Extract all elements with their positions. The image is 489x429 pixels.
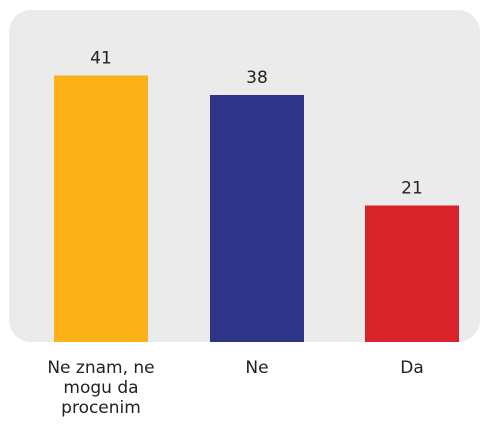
category-label-1: Ne znam, ne mogu da procenim <box>47 358 154 418</box>
category-label-line: Da <box>400 358 424 378</box>
category-label-line: Ne znam, ne <box>47 358 154 378</box>
bar-3 <box>365 205 459 342</box>
bar-1 <box>54 75 148 342</box>
category-label-2: Ne <box>245 358 268 378</box>
bar-2 <box>210 95 304 342</box>
category-label-line: mogu da <box>63 378 138 398</box>
value-label-1: 41 <box>90 49 112 69</box>
value-label-3: 21 <box>401 179 423 199</box>
value-label-2: 38 <box>246 68 268 88</box>
category-label-line: procenim <box>61 398 141 418</box>
category-label-line: Ne <box>245 358 268 378</box>
category-label-3: Da <box>400 358 424 378</box>
